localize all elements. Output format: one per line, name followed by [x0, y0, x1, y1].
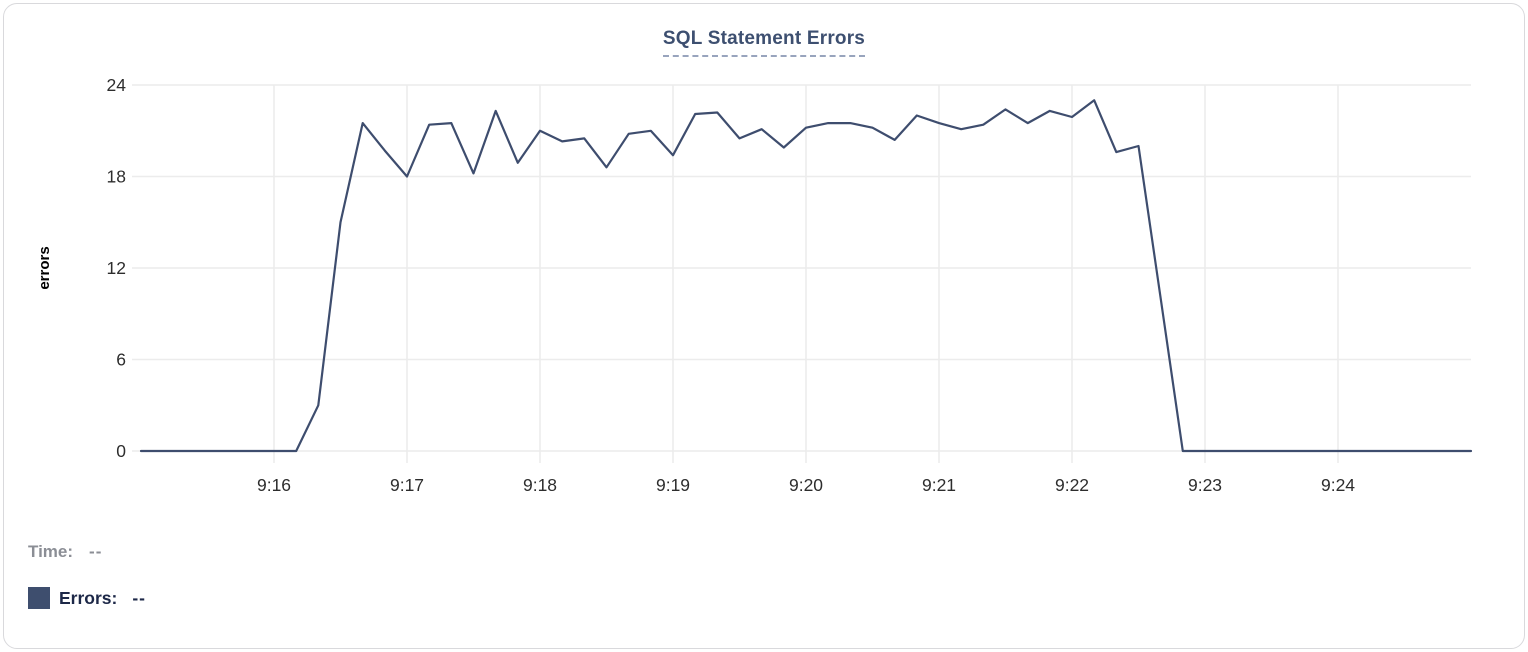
errors-readout-value: --	[132, 587, 147, 608]
x-tick-label: 9:24	[1321, 475, 1355, 495]
time-readout-row: Time: --	[28, 540, 146, 564]
errors-readout-row: Errors: --	[28, 586, 146, 610]
x-tick-label: 9:23	[1188, 475, 1222, 495]
y-tick-label: 24	[107, 75, 127, 95]
errors-line-chart[interactable]: 0 6 12 18 24 9:16 9:17 9:18 9:19 9:20 9:21 9:22 9:23…	[4, 4, 1525, 509]
y-tick-label: 6	[116, 350, 126, 370]
x-tick-label: 9:18	[523, 475, 557, 495]
x-tick-label: 9:16	[257, 475, 291, 495]
x-tick-label: 9:20	[789, 475, 823, 495]
time-readout-value: --	[89, 542, 103, 561]
y-axis-label: errors	[36, 246, 53, 289]
errors-readout-label: Errors:	[59, 587, 118, 608]
errors-series-swatch	[28, 587, 50, 609]
chart-header: SQL Statement Errors	[4, 28, 1524, 57]
y-tick-label: 0	[116, 441, 126, 461]
time-readout-label: Time:	[28, 542, 74, 561]
y-tick-label: 12	[107, 258, 126, 278]
chart-canvas[interactable]: 0 6 12 18 24 9:16 9:17 9:18 9:19 9:20 9:21 9:22 9:23…	[4, 4, 1525, 509]
x-tick-label: 9:22	[1055, 475, 1089, 495]
y-tick-label: 18	[107, 167, 126, 187]
errors-series-line	[139, 99, 1473, 453]
chart-card: SQL Statement Errors 0 6 12 18 24 9:16 9:17 9:1…	[3, 3, 1525, 649]
x-tick-label: 9:17	[390, 475, 424, 495]
hover-readout-legend: Time: -- Errors: --	[28, 540, 146, 610]
x-tick-label: 9:21	[922, 475, 956, 495]
chart-title-link[interactable]: SQL Statement Errors	[662, 28, 866, 57]
x-tick-label: 9:19	[656, 475, 690, 495]
